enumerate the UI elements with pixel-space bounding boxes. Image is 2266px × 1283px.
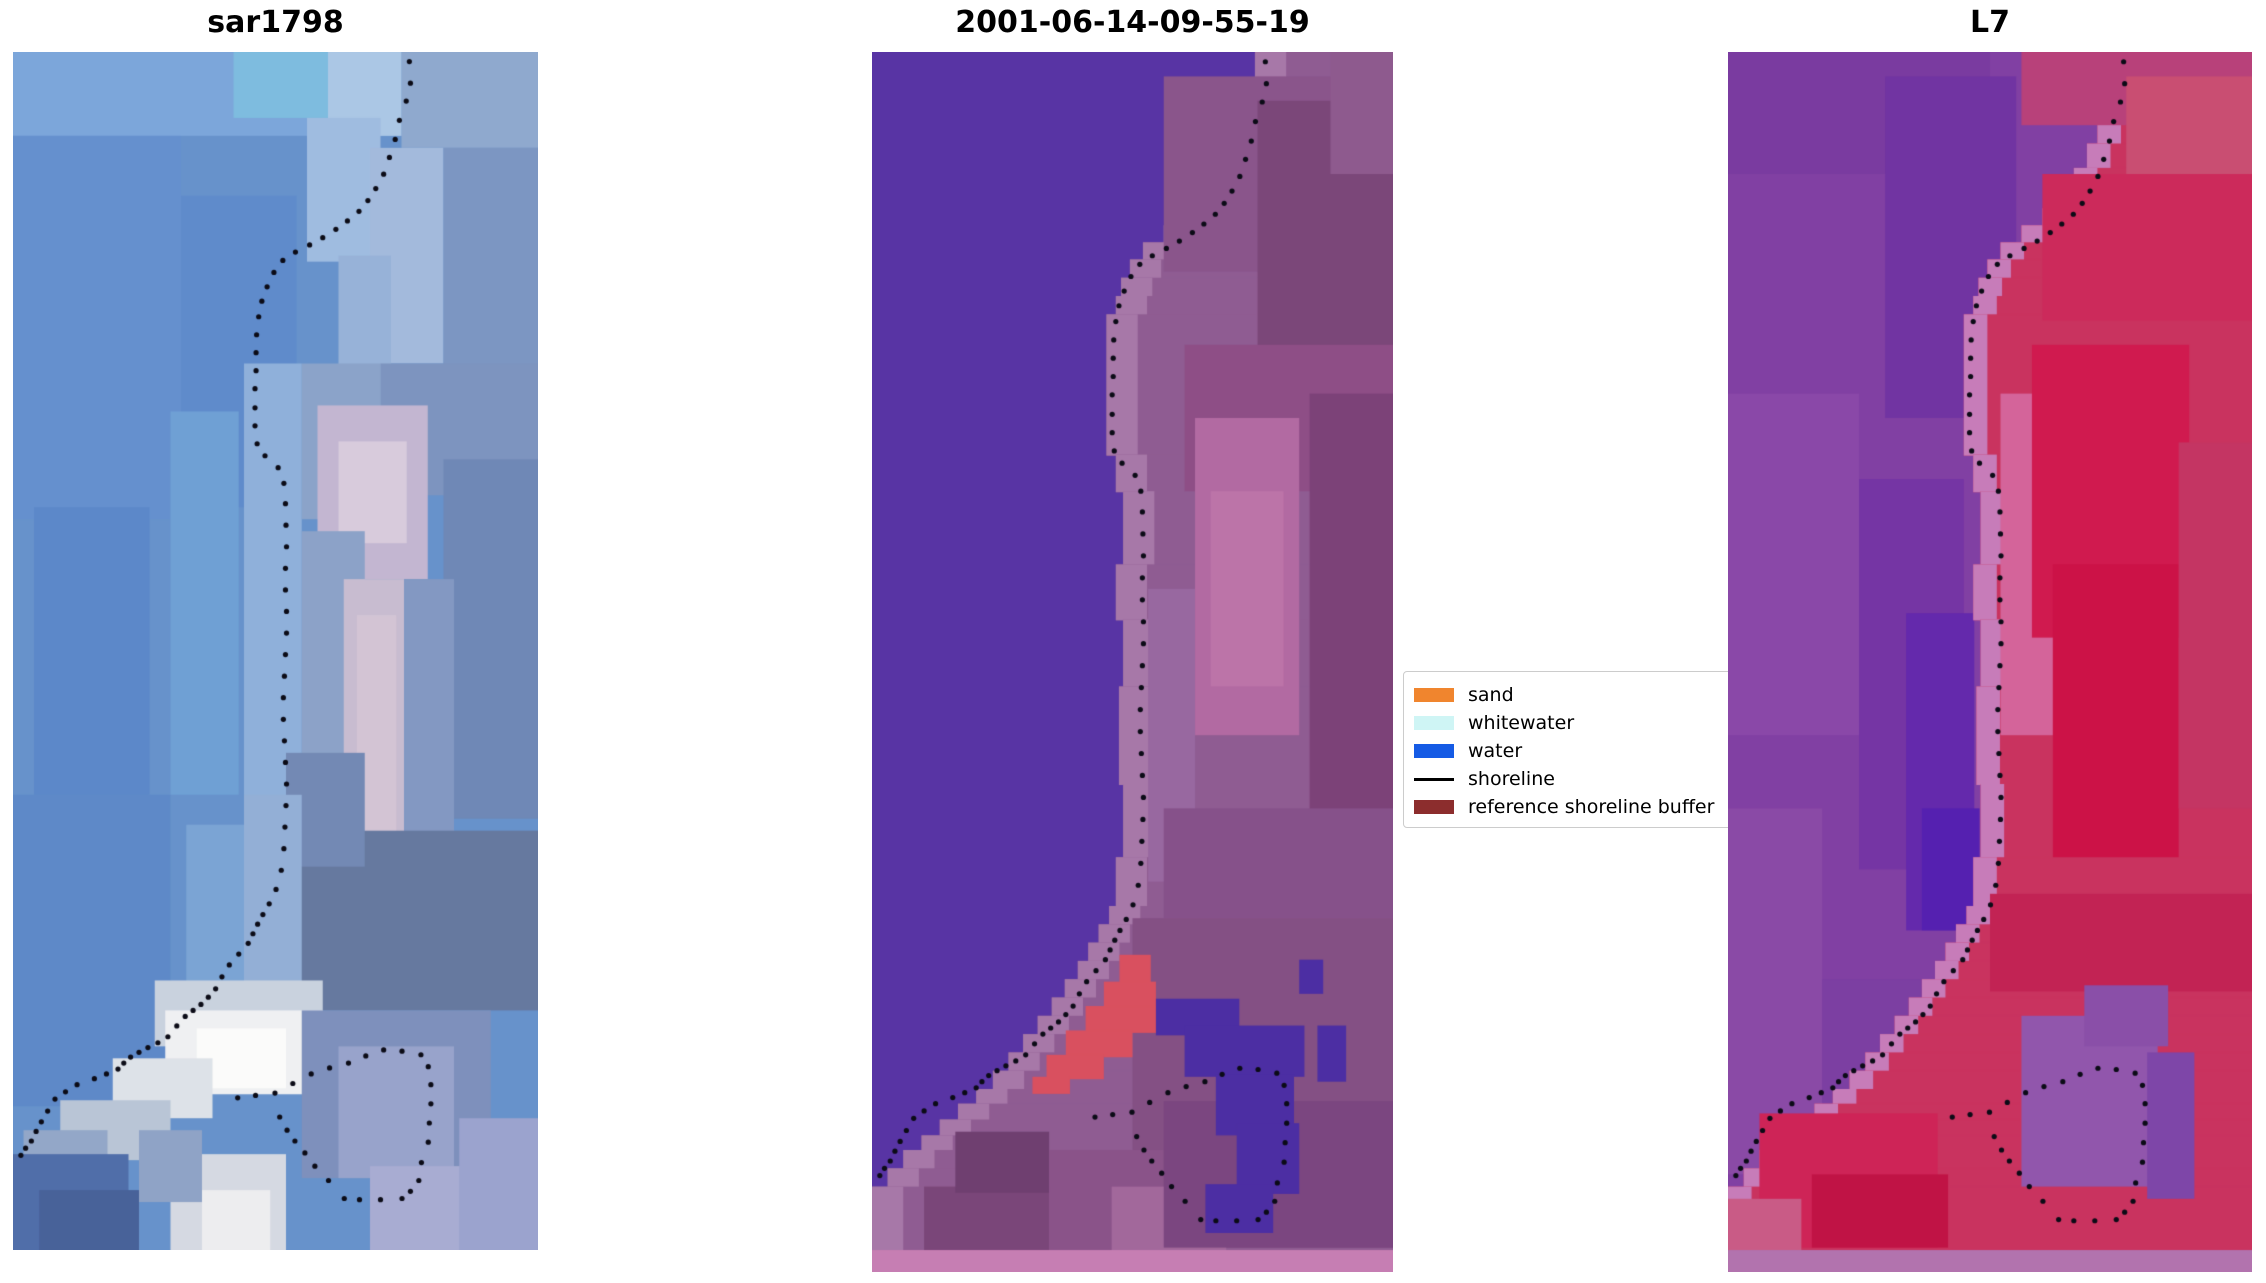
landsat7-image-panel (1728, 52, 2252, 1272)
panel-title-sar1798: sar1798 (207, 5, 344, 40)
reference-buffer-swatch (1414, 800, 1454, 814)
legend-label: water (1468, 740, 1523, 762)
legend-label: shoreline (1468, 768, 1555, 790)
legend-item-whitewater: whitewater (1414, 709, 1738, 737)
legend-box: sand whitewater water shoreline referenc… (1403, 671, 1749, 828)
panel-title-date: 2001-06-14-09-55-19 (955, 5, 1310, 40)
legend-item-sand: sand (1414, 681, 1738, 709)
sand-swatch (1414, 688, 1454, 702)
whitewater-swatch (1414, 716, 1454, 730)
legend-item-shoreline: shoreline (1414, 765, 1738, 793)
sar-image-panel (13, 52, 538, 1250)
legend-item-reference-buffer: reference shoreline buffer (1414, 793, 1738, 821)
legend-label: reference shoreline buffer (1468, 796, 1715, 818)
water-swatch (1414, 744, 1454, 758)
panel-title-l7: L7 (1970, 5, 2010, 40)
legend-item-water: water (1414, 737, 1738, 765)
legend-label: sand (1468, 684, 1514, 706)
classified-image-panel (872, 52, 1393, 1272)
shoreline-line-swatch (1414, 777, 1454, 781)
legend-label: whitewater (1468, 712, 1575, 734)
